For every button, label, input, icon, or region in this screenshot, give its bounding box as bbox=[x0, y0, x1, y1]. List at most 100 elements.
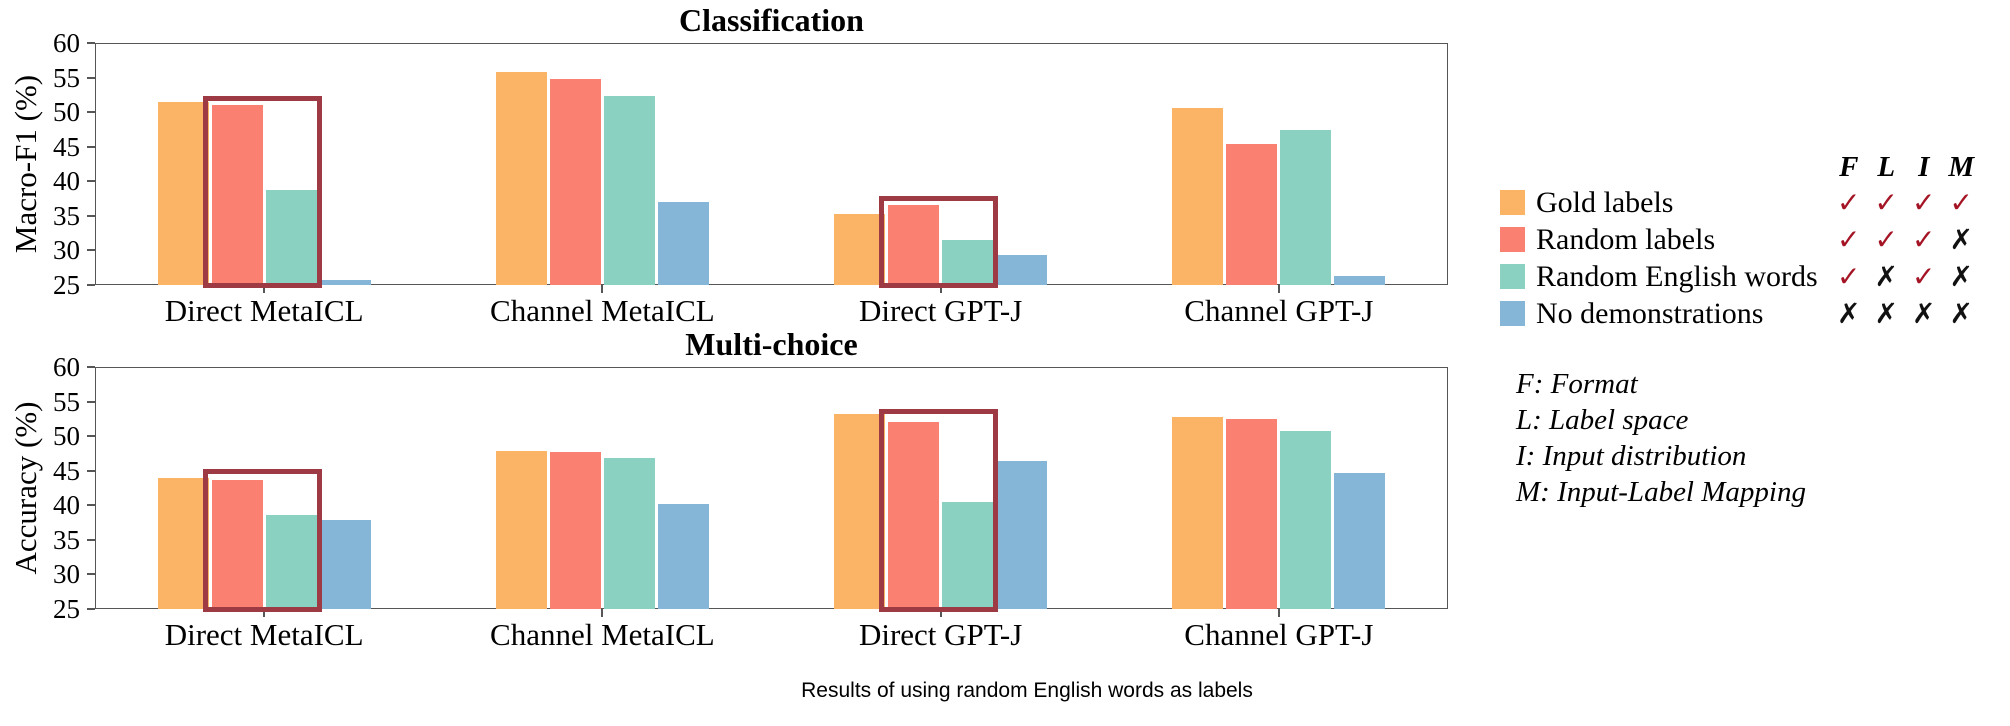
legend-col-mapping: M bbox=[1948, 150, 1975, 183]
y-tick-label: 50 bbox=[53, 421, 80, 452]
check-icon: ✓ bbox=[1874, 223, 1898, 256]
category-label: Channel MetaICL bbox=[490, 617, 715, 652]
y-tick-label: 25 bbox=[53, 270, 80, 300]
cross-icon: ✗ bbox=[1912, 297, 1936, 330]
x-tick-mark bbox=[1277, 285, 1280, 293]
y-tick-label: 30 bbox=[53, 559, 80, 590]
bar-no-demonstrations bbox=[319, 519, 371, 609]
y-tick-mark bbox=[87, 249, 95, 252]
bar-gold-labels bbox=[157, 101, 209, 285]
category-label: Direct GPT-J bbox=[858, 293, 1023, 328]
chart-title: Classification bbox=[679, 2, 864, 38]
legend-item-random-english-words: Random English words ✓ ✗ ✓ ✗ bbox=[1500, 258, 1980, 295]
legend-item-no-demonstrations: No demonstrations ✗ ✗ ✗ ✗ bbox=[1500, 295, 1980, 332]
category-label: Direct MetaICL bbox=[164, 617, 364, 652]
category-label: Channel MetaICL bbox=[490, 293, 715, 328]
bar-random-labels bbox=[211, 480, 263, 609]
bar-gold-labels bbox=[834, 214, 886, 285]
check-icon: ✓ bbox=[1912, 186, 1936, 219]
y-tick-label: 30 bbox=[53, 235, 80, 266]
legend-notes: F: Format L: Label space I: Input distri… bbox=[1516, 366, 1806, 510]
bar-no-demonstrations bbox=[1334, 276, 1386, 285]
y-tick-label: 25 bbox=[53, 594, 80, 624]
bar-no-demonstrations bbox=[1334, 473, 1386, 609]
legend-marks-row: ✓ ✓ ✓ ✓ bbox=[1830, 184, 1980, 221]
legend-col-format: F bbox=[1839, 150, 1859, 183]
y-tick-label: 50 bbox=[53, 97, 80, 128]
y-tick-mark bbox=[87, 435, 95, 438]
bar-random-labels bbox=[211, 105, 263, 285]
check-icon: ✓ bbox=[1874, 186, 1898, 219]
cross-icon: ✗ bbox=[1949, 260, 1973, 293]
bar-gold-labels bbox=[834, 414, 886, 609]
legend-item-label: Gold labels bbox=[1536, 185, 1674, 219]
highlight-rect bbox=[879, 409, 999, 612]
legend-item-label: Random labels bbox=[1536, 222, 1716, 256]
y-tick-label: 55 bbox=[53, 386, 80, 417]
note-mapping: M: Input-Label Mapping bbox=[1516, 476, 1806, 508]
cross-icon: ✗ bbox=[1949, 223, 1973, 256]
random-english-words-swatch bbox=[1500, 264, 1525, 289]
note-input-dist: I: Input distribution bbox=[1516, 440, 1747, 472]
legend-item-random-labels: Random labels ✓ ✓ ✓ ✗ bbox=[1500, 221, 1980, 258]
y-tick-label: 60 bbox=[53, 352, 80, 382]
y-tick-label: 55 bbox=[53, 62, 80, 93]
legend-marks-row: ✗ ✗ ✗ ✗ bbox=[1830, 295, 1980, 332]
y-tick-label: 45 bbox=[53, 131, 80, 162]
bar-random-labels bbox=[888, 421, 940, 609]
bar-random-labels bbox=[1226, 143, 1278, 285]
category-label: Direct MetaICL bbox=[164, 293, 364, 328]
category-label: Channel GPT-J bbox=[1184, 617, 1374, 652]
legend-item-gold-labels: Gold labels ✓ ✓ ✓ ✓ bbox=[1500, 184, 1980, 221]
bar-random-english-words bbox=[603, 458, 655, 609]
bar-random-labels bbox=[888, 205, 940, 285]
cross-icon: ✗ bbox=[1874, 297, 1898, 330]
y-tick-mark bbox=[87, 400, 95, 403]
legend-header: F L I M bbox=[1500, 150, 1980, 184]
legend-col-labelspace: L bbox=[1877, 150, 1896, 183]
no-demonstrations-swatch bbox=[1500, 301, 1525, 326]
note-format: F: Format bbox=[1516, 368, 1638, 400]
y-tick-label: 35 bbox=[53, 524, 80, 555]
y-tick-mark bbox=[87, 573, 95, 576]
y-tick-mark bbox=[87, 145, 95, 148]
note-label-space: L: Label space bbox=[1516, 404, 1689, 436]
bar-gold-labels bbox=[157, 478, 209, 609]
bar-no-demonstrations bbox=[996, 255, 1048, 285]
x-tick-mark bbox=[263, 285, 266, 293]
x-tick-mark bbox=[601, 609, 604, 617]
highlight-rect bbox=[202, 96, 322, 288]
y-tick-label: 60 bbox=[53, 28, 80, 58]
x-tick-mark bbox=[1277, 609, 1280, 617]
bar-random-labels bbox=[1226, 418, 1278, 609]
y-tick-mark bbox=[87, 180, 95, 183]
check-icon: ✓ bbox=[1837, 186, 1861, 219]
bar-random-english-words bbox=[942, 240, 994, 285]
cross-icon: ✗ bbox=[1837, 297, 1861, 330]
bar-gold-labels bbox=[495, 450, 547, 609]
bar-gold-labels bbox=[495, 72, 547, 285]
y-tick-mark bbox=[87, 284, 95, 286]
y-tick-mark bbox=[87, 76, 95, 79]
check-icon: ✓ bbox=[1837, 223, 1861, 256]
y-tick-label: 40 bbox=[53, 490, 80, 521]
bar-random-english-words bbox=[1280, 130, 1332, 285]
bar-no-demonstrations bbox=[996, 461, 1048, 609]
bar-gold-labels bbox=[1172, 417, 1224, 609]
bar-random-labels bbox=[549, 452, 601, 609]
legend-item-label: Random English words bbox=[1536, 259, 1818, 293]
x-tick-mark bbox=[939, 609, 942, 617]
y-tick-mark bbox=[87, 42, 95, 44]
random-labels-swatch bbox=[1500, 227, 1525, 252]
y-tick-mark bbox=[87, 538, 95, 541]
y-tick-mark bbox=[87, 111, 95, 114]
y-tick-mark bbox=[87, 214, 95, 217]
y-tick-mark bbox=[87, 469, 95, 472]
bar-random-english-words bbox=[603, 95, 655, 285]
bar-random-english-words bbox=[942, 501, 994, 609]
bar-gold-labels bbox=[1172, 107, 1224, 285]
y-tick-label: 35 bbox=[53, 200, 80, 231]
highlight-rect bbox=[202, 468, 322, 612]
y-tick-mark bbox=[87, 366, 95, 368]
